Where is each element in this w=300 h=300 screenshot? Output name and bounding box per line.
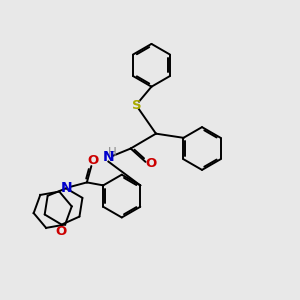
Text: O: O [56, 225, 67, 238]
Text: S: S [132, 99, 141, 112]
Text: O: O [146, 157, 157, 170]
Text: N: N [60, 181, 72, 195]
Text: O: O [87, 154, 98, 167]
Text: N: N [103, 150, 114, 164]
Text: H: H [108, 146, 117, 159]
